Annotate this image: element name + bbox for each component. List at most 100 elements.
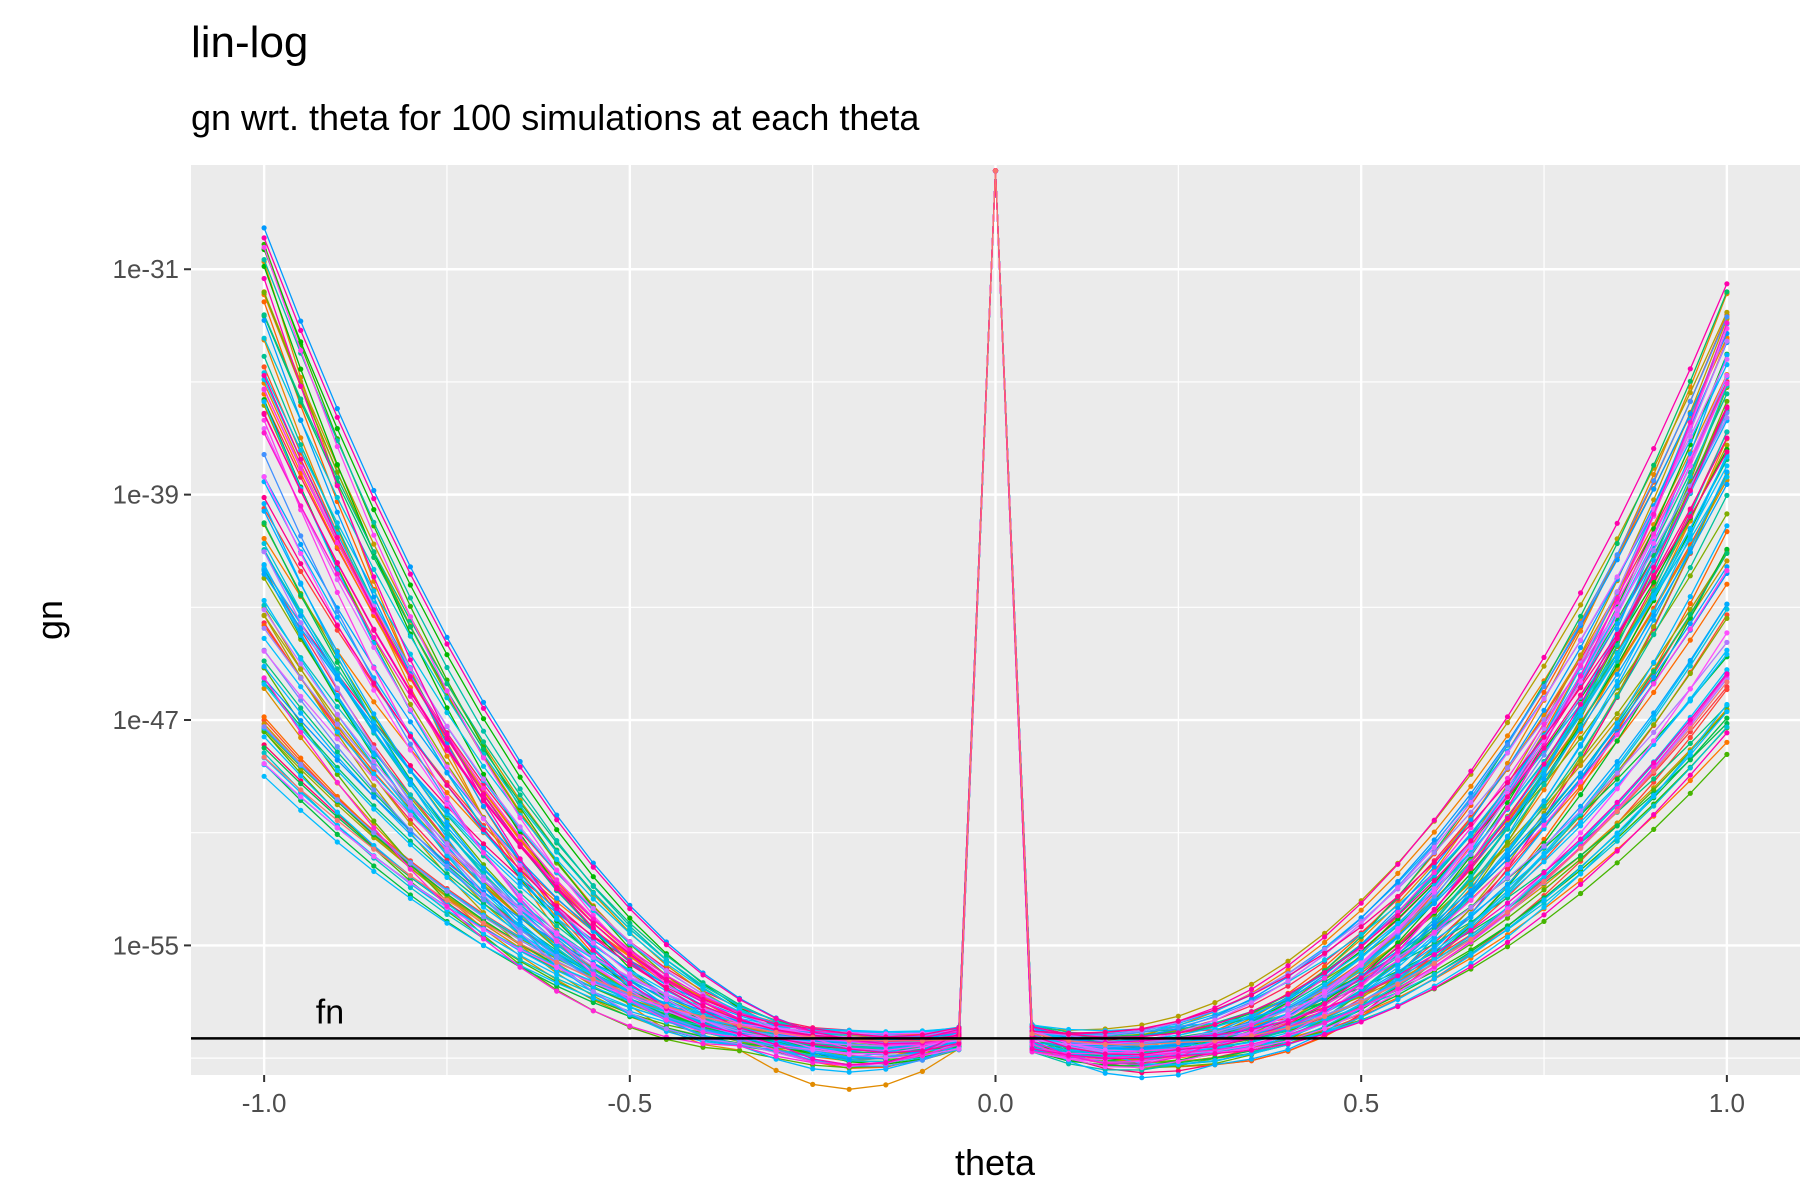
data-point xyxy=(261,754,267,760)
data-point xyxy=(444,829,450,835)
data-point xyxy=(1724,449,1730,455)
data-point xyxy=(517,856,523,862)
data-point xyxy=(1431,923,1437,929)
data-point xyxy=(1724,686,1730,693)
data-point xyxy=(407,895,413,902)
data-point xyxy=(517,964,523,970)
data-point xyxy=(590,984,596,990)
data-point xyxy=(334,627,340,633)
data-point xyxy=(1285,967,1291,973)
x-tick-label: 1.0 xyxy=(1709,1088,1745,1118)
data-point xyxy=(1614,520,1620,526)
data-point xyxy=(1687,607,1693,613)
data-point xyxy=(1395,878,1401,885)
data-point xyxy=(298,675,304,681)
data-point xyxy=(554,838,560,844)
data-point xyxy=(1724,568,1730,574)
data-point xyxy=(736,1011,743,1018)
data-point xyxy=(1724,352,1730,358)
data-point xyxy=(407,614,413,620)
x-tick-label: 0.5 xyxy=(1343,1088,1379,1118)
data-point xyxy=(480,942,487,949)
data-point xyxy=(883,1055,889,1061)
data-point xyxy=(773,1053,779,1059)
data-point xyxy=(1614,631,1620,638)
data-point xyxy=(1248,981,1255,987)
data-point xyxy=(700,1041,706,1047)
data-point xyxy=(700,972,706,978)
data-point xyxy=(1687,637,1693,643)
data-point xyxy=(1066,1045,1072,1051)
data-point xyxy=(371,842,377,849)
data-point xyxy=(1139,1051,1145,1058)
data-point xyxy=(1614,596,1620,602)
data-point xyxy=(1724,391,1730,397)
data-point xyxy=(517,844,523,850)
data-point xyxy=(371,699,377,705)
data-point xyxy=(480,884,487,890)
data-point xyxy=(1504,871,1511,877)
data-point xyxy=(1248,1022,1255,1028)
data-point xyxy=(444,860,450,866)
data-point xyxy=(1578,819,1584,825)
data-point xyxy=(1687,696,1693,702)
data-point xyxy=(1541,803,1547,809)
data-point xyxy=(627,951,633,957)
data-point xyxy=(1358,1010,1364,1016)
data-point xyxy=(1614,574,1620,580)
data-point xyxy=(1431,952,1437,958)
data-point xyxy=(627,991,633,997)
data-point xyxy=(1504,892,1511,898)
data-point xyxy=(444,888,450,894)
data-point xyxy=(1322,975,1328,981)
data-point xyxy=(810,1060,816,1066)
data-point xyxy=(371,519,377,525)
data-point xyxy=(919,1068,926,1074)
data-point xyxy=(1285,1046,1291,1053)
data-point xyxy=(444,769,450,775)
data-point xyxy=(1504,856,1511,863)
data-point xyxy=(1358,943,1364,950)
data-point xyxy=(1724,454,1730,460)
data-point xyxy=(1724,546,1730,552)
data-point xyxy=(1578,644,1584,651)
data-point xyxy=(1651,446,1657,452)
data-point xyxy=(1395,990,1401,996)
data-point xyxy=(1724,679,1730,685)
data-point xyxy=(407,747,413,753)
data-point xyxy=(663,984,670,990)
data-point xyxy=(1687,419,1693,425)
data-point xyxy=(1651,540,1657,547)
data-point xyxy=(261,430,267,436)
data-point xyxy=(517,947,523,953)
data-point xyxy=(261,685,267,692)
data-point xyxy=(1687,790,1693,796)
data-point xyxy=(1687,717,1693,723)
data-point xyxy=(298,632,304,639)
data-point xyxy=(1651,710,1657,716)
data-point xyxy=(1651,792,1657,799)
data-point xyxy=(627,961,633,968)
data-point xyxy=(1504,733,1511,739)
data-point xyxy=(480,931,487,937)
data-point xyxy=(444,903,450,909)
data-point xyxy=(1322,1013,1328,1020)
data-point xyxy=(261,317,267,323)
data-point xyxy=(371,607,377,613)
data-point xyxy=(1468,864,1474,870)
data-point xyxy=(1175,1046,1181,1053)
data-point xyxy=(334,711,340,718)
data-point xyxy=(444,723,450,729)
data-point xyxy=(554,975,560,982)
data-point xyxy=(554,938,560,944)
data-point xyxy=(663,1003,670,1009)
data-point xyxy=(1541,721,1547,728)
data-point xyxy=(444,874,450,881)
data-point xyxy=(1322,1031,1328,1037)
data-point xyxy=(1212,1062,1218,1068)
data-point xyxy=(1504,875,1511,881)
data-point xyxy=(1504,862,1511,868)
data-point xyxy=(371,830,377,836)
data-point xyxy=(590,947,596,953)
data-point xyxy=(663,991,670,997)
